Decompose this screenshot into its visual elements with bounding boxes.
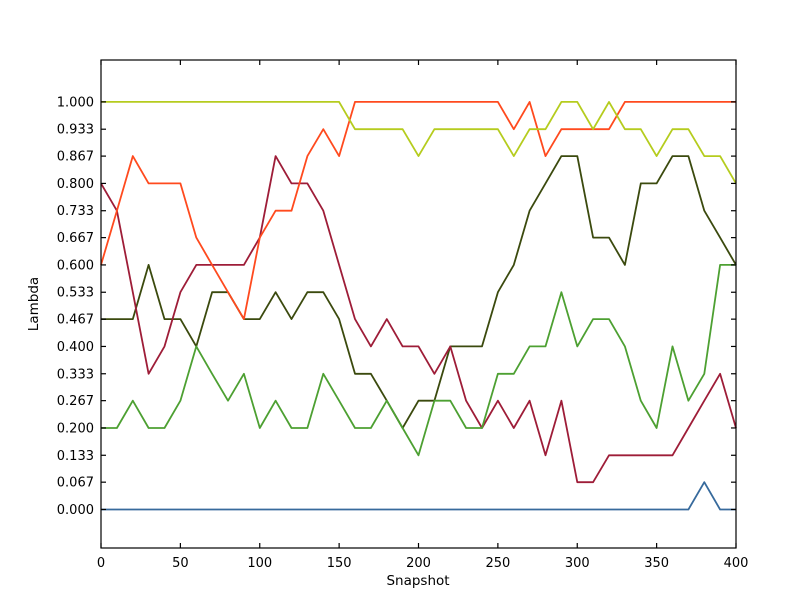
x-tick-label: 50 <box>172 556 189 571</box>
y-tick-label: 0.467 <box>57 313 94 328</box>
x-tick-label: 350 <box>644 556 669 571</box>
y-tick-label: 0.267 <box>57 394 94 409</box>
axes-layer: 0.000 0.067 0.133 0.200 0.267 0.333 0.400 0.467… <box>57 59 749 571</box>
y-tick-label: 0.067 <box>57 476 94 491</box>
series-layer <box>100 101 737 511</box>
x-axis-label: Snapshot <box>386 573 449 589</box>
x-tick-label: 250 <box>485 556 510 571</box>
y-tick-label: 0.600 <box>57 258 94 273</box>
y-tick-label: 0.133 <box>57 449 94 464</box>
y-tick-label: 0.933 <box>57 123 94 138</box>
y-tick-label: 0.333 <box>57 367 94 382</box>
y-tick-label: 0.667 <box>57 231 94 246</box>
series-dark-red-line <box>100 155 737 484</box>
y-tick-label: 0.200 <box>57 421 94 436</box>
x-tick-label: 0 <box>97 556 105 571</box>
y-tick-label: 1.000 <box>57 95 94 110</box>
x-tick-label: 400 <box>724 556 749 571</box>
y-tick-label: 0.800 <box>57 177 94 192</box>
series-green-line <box>101 263 736 457</box>
series-dark-olive-line <box>101 155 737 429</box>
x-tick-label: 150 <box>327 556 352 571</box>
y-tick-label: 0.867 <box>57 150 94 165</box>
series-yellow-green-line <box>101 101 737 184</box>
y-tick-label: 0.533 <box>57 286 94 301</box>
y-tick-label: 0.733 <box>57 204 94 219</box>
y-tick-label: 0.000 <box>57 503 94 518</box>
x-tick-label: 200 <box>406 556 431 571</box>
x-tick-label: 300 <box>565 556 590 571</box>
x-tick-label: 100 <box>247 556 272 571</box>
series-steel-blue-line <box>101 481 736 511</box>
y-tick-label: 0.400 <box>57 340 94 355</box>
series-orange-red-line <box>100 101 736 321</box>
plot-frame <box>100 59 737 549</box>
y-axis-label: Lambda <box>26 277 42 331</box>
